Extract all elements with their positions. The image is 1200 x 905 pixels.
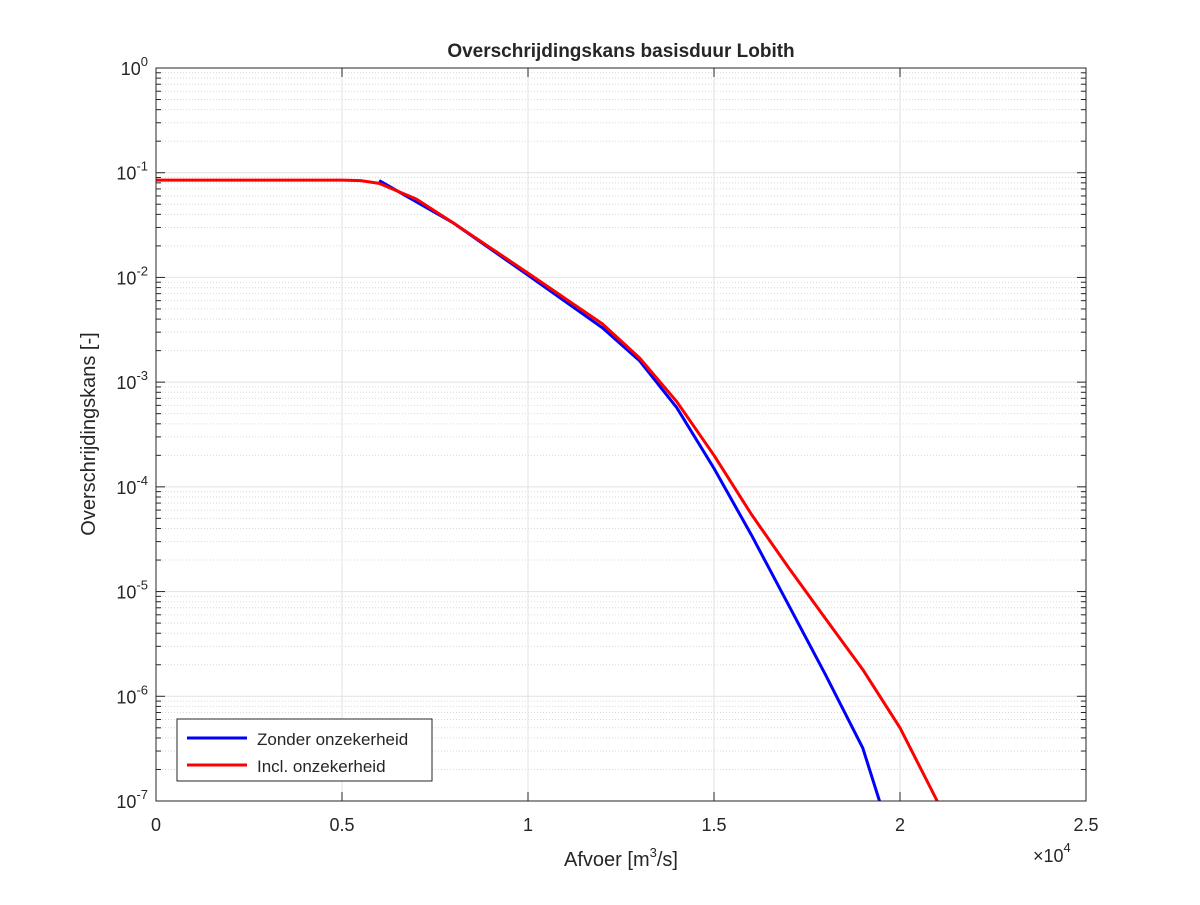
x-tick-label: 2 (895, 815, 905, 835)
chart-title: Overschrijdingskans basisduur Lobith (447, 41, 794, 62)
y-tick-label: 10-6 (116, 682, 148, 707)
x-axis-label: Afvoer [m3/s] (564, 845, 678, 871)
axis-ticks (155, 67, 1087, 802)
minor-grid (156, 72, 1086, 770)
x-tick-label: 0 (151, 815, 161, 835)
legend-label-incl-onzekerheid: Incl. onzekerheid (257, 757, 386, 776)
x-tick-label: 1 (523, 815, 533, 835)
series-layer (156, 178, 939, 802)
y-tick-label: 10-5 (116, 578, 148, 603)
y-tick-label: 10-2 (116, 263, 148, 288)
y-tick-label: 10-4 (116, 473, 148, 498)
y-axis-label: Overschrijdingskans [-] (78, 332, 100, 535)
y-tick-label: 100 (121, 54, 148, 79)
legend-label-zonder-onzekerheid: Zonder onzekerheid (257, 730, 408, 749)
legend-box (176, 718, 433, 782)
y-tick-label: 10-1 (116, 159, 148, 184)
plot-box (155, 67, 1087, 802)
x-tick-labels: 0 0.5 1 1.5 2 2.5 (151, 815, 1099, 835)
x-tick-label: 0.5 (329, 815, 354, 835)
plot-area (156, 68, 1086, 801)
y-tick-labels: 100 10-1 10-2 10-3 10-4 10-5 10-6 10-7 (116, 54, 148, 812)
legend: Zonder onzekerheid Incl. onzekerheid (176, 718, 433, 782)
x-tick-label: 2.5 (1073, 815, 1098, 835)
y-tick-label: 10-7 (116, 787, 148, 812)
x-multiplier: ×104 (1033, 840, 1071, 866)
x-tick-label: 1.5 (701, 815, 726, 835)
series-line-incl-onzekerheid (156, 178, 939, 802)
y-tick-label: 10-3 (116, 368, 148, 393)
